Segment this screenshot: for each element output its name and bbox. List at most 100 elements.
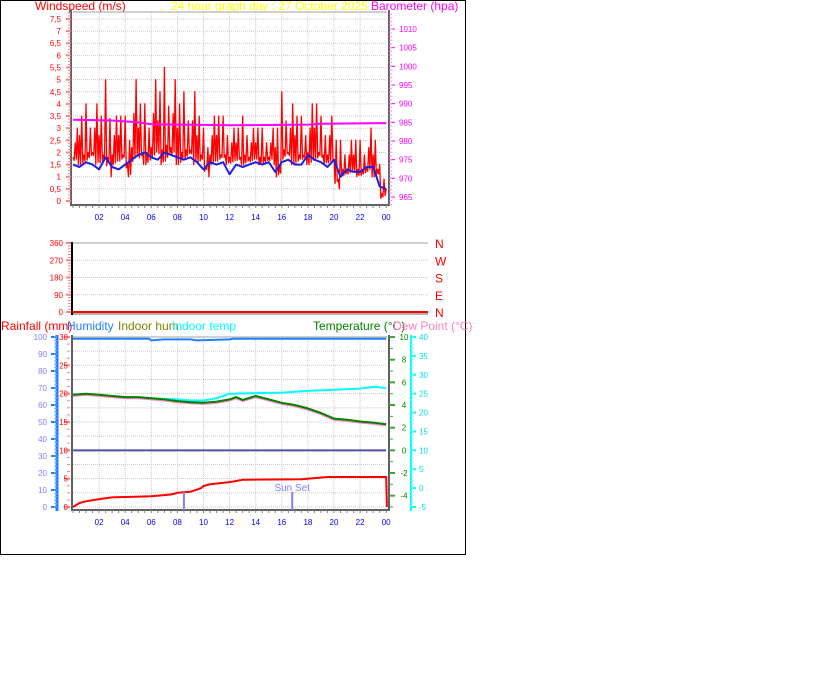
- y-tick-label: 5,5: [50, 64, 62, 73]
- y-tick-label: 2: [57, 148, 62, 157]
- x-tick-label: 04: [121, 518, 130, 527]
- dew-point-tick-label: 35: [419, 352, 428, 361]
- y-tick-label: 1,5: [50, 161, 62, 170]
- dew-point-tick-label: 0: [419, 484, 424, 493]
- y-tick-label: 270: [50, 256, 64, 265]
- humidity-tick-label: 70: [38, 384, 47, 393]
- temperature-tick-label: 8: [402, 356, 407, 365]
- humidity-tick-label: 50: [38, 418, 47, 427]
- compass-label: W: [435, 254, 447, 268]
- x-tick-label: 16: [277, 213, 286, 222]
- x-tick-label: 20: [330, 518, 339, 527]
- windspeed-axis-title: Windspeed (m/s): [35, 0, 126, 13]
- humidity-tick-label: 20: [38, 469, 47, 478]
- x-tick-label: 14: [251, 213, 260, 222]
- x-tick-label: 02: [95, 213, 104, 222]
- x-tick-label: 06: [147, 213, 156, 222]
- y-tick-label: 6,5: [50, 39, 62, 48]
- y-tick-label: 360: [50, 239, 64, 248]
- y2-tick-label: 970: [399, 174, 413, 183]
- y-tick-label: 0,5: [50, 185, 62, 194]
- y2-tick-label: 1005: [399, 44, 417, 53]
- dew-point-tick-label: -5: [419, 503, 427, 512]
- dew-point-series: [72, 393, 387, 427]
- humidity-tick-label: 100: [34, 333, 48, 342]
- temperature-series: [72, 392, 387, 426]
- y2-tick-label: 980: [399, 137, 413, 146]
- legend-rainfall: Rainfall (mm): [1, 319, 72, 333]
- temperature-tick-label: 2: [402, 424, 407, 433]
- sunset-label: Sun Set: [274, 483, 310, 494]
- wind-average-series: [72, 151, 387, 190]
- dew-point-tick-label: 20: [419, 409, 428, 418]
- y-tick-label: 7,5: [50, 15, 62, 24]
- rainfall-series: [72, 476, 388, 508]
- humidity-tick-label: 30: [38, 452, 47, 461]
- humidity-tick-label: 0: [43, 503, 48, 512]
- x-tick-label: 14: [251, 518, 260, 527]
- x-tick-label: 08: [173, 213, 182, 222]
- compass-label: S: [435, 272, 443, 286]
- y-tick-label: 1: [57, 173, 62, 182]
- y2-tick-label: 985: [399, 118, 413, 127]
- temperature-tick-label: 4: [402, 401, 407, 410]
- compass-label: N: [435, 306, 444, 320]
- dew-point-tick-label: 15: [419, 427, 428, 436]
- x-tick-label: 12: [225, 213, 234, 222]
- temperature-tick-label: 10: [400, 333, 409, 342]
- compass-label: E: [435, 289, 443, 303]
- y2-tick-label: 965: [399, 193, 413, 202]
- x-tick-label: 12: [225, 518, 234, 527]
- rainfall-tick-label: 20: [59, 390, 68, 399]
- dew-point-tick-label: 30: [419, 371, 428, 380]
- x-tick-label: 20: [330, 213, 339, 222]
- y-tick-label: 2,5: [50, 136, 62, 145]
- compass-label: N: [435, 237, 444, 251]
- y-tick-label: 0: [57, 197, 62, 206]
- x-tick-label: 16: [277, 518, 286, 527]
- y-tick-label: 4,5: [50, 88, 62, 97]
- legend-indoor-hum: Indoor hum: [118, 319, 179, 333]
- y-tick-label: 180: [50, 274, 64, 283]
- x-tick-label: 22: [356, 518, 365, 527]
- y-tick-label: 4: [57, 100, 62, 109]
- y-tick-label: 6: [57, 51, 62, 60]
- rainfall-tick-label: 0: [64, 503, 69, 512]
- dew-point-tick-label: 10: [419, 446, 428, 455]
- humidity-series: [73, 337, 387, 342]
- x-tick-label: 10: [199, 213, 208, 222]
- humidity-tick-label: 60: [38, 401, 47, 410]
- y-tick-label: 3: [57, 124, 62, 133]
- temperature-tick-label: 0: [402, 446, 407, 455]
- y-tick-label: 3,5: [50, 112, 62, 121]
- y-tick-label: 90: [54, 291, 63, 300]
- rainfall-tick-label: 15: [59, 418, 68, 427]
- y2-tick-label: 990: [399, 100, 413, 109]
- y2-tick-label: 975: [399, 156, 413, 165]
- y2-tick-label: 1000: [399, 62, 417, 71]
- humidity-tick-label: 80: [38, 367, 47, 376]
- y2-tick-label: 1010: [399, 25, 417, 34]
- x-tick-label: 04: [121, 213, 130, 222]
- legend-humidity: Humidity: [67, 319, 114, 333]
- graph-frame: [0, 0, 466, 555]
- x-tick-label: 18: [303, 213, 312, 222]
- x-tick-label: 02: [95, 518, 104, 527]
- x-tick-label: 00: [382, 213, 391, 222]
- rainfall-tick-label: 10: [59, 446, 68, 455]
- dew-point-tick-label: 40: [419, 333, 428, 342]
- temperature-tick-label: -2: [400, 469, 408, 478]
- humidity-tick-label: 90: [38, 350, 47, 359]
- x-tick-label: 00: [382, 518, 391, 527]
- y-tick-label: 7: [57, 27, 62, 36]
- dew-point-tick-label: 5: [419, 465, 424, 474]
- x-tick-label: 22: [356, 213, 365, 222]
- y-tick-label: 0: [59, 308, 64, 317]
- temperature-tick-label: 6: [402, 378, 407, 387]
- y2-tick-label: 995: [399, 81, 413, 90]
- humidity-tick-label: 40: [38, 435, 47, 444]
- x-tick-label: 18: [303, 518, 312, 527]
- dew-point-tick-label: 25: [419, 390, 428, 399]
- rainfall-tick-label: 5: [64, 475, 69, 484]
